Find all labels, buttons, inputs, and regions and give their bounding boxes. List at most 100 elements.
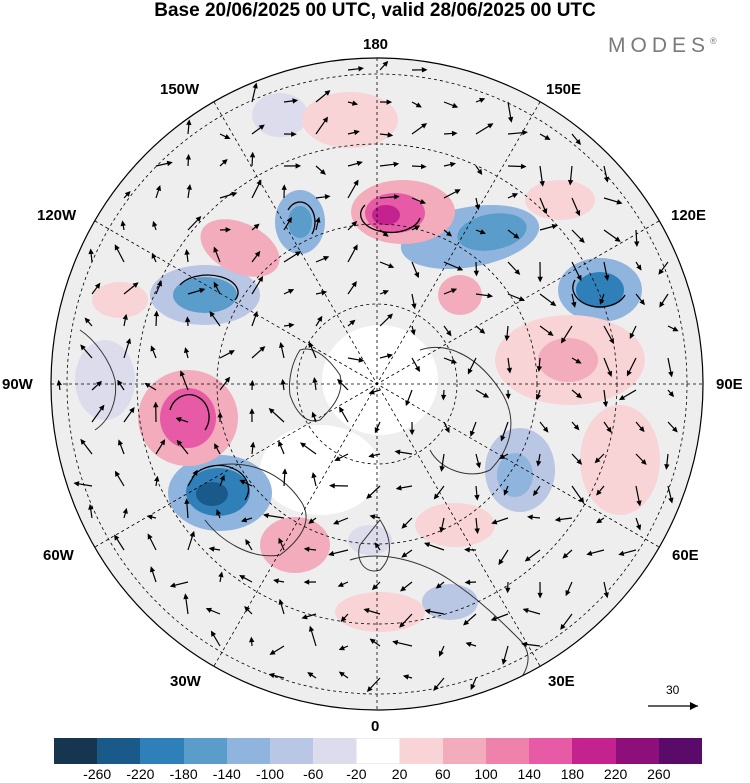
wind-vector-head xyxy=(294,251,302,257)
wind-vector-head xyxy=(562,552,569,559)
wind-vector-head xyxy=(147,533,153,540)
positive-anomaly-4-core xyxy=(538,338,598,382)
wind-vector-head xyxy=(392,639,399,646)
wind-vector-head xyxy=(250,441,256,448)
wind-vector-head xyxy=(446,230,453,237)
wind-vector-head xyxy=(214,443,220,450)
wind-vector-head xyxy=(125,337,132,345)
colorbar-tick-label: 220 xyxy=(603,766,628,782)
lon-label-60e: 60E xyxy=(672,547,699,564)
wind-vector-head xyxy=(159,439,166,446)
wind-vector-head xyxy=(454,189,461,195)
wind-vector-head xyxy=(511,193,519,199)
lon-label-90w: 90W xyxy=(2,376,33,393)
wind-vector-head xyxy=(338,671,345,677)
wind-vector-head xyxy=(249,380,255,386)
colorbar-swatch xyxy=(486,738,530,764)
lon-label-0: 0 xyxy=(371,718,380,735)
wind-vector-head xyxy=(602,401,609,408)
wind-vector-head xyxy=(386,353,393,359)
wind-vector-head xyxy=(303,546,310,552)
wind-vector-head xyxy=(308,625,315,632)
wind-vector-head xyxy=(156,280,162,287)
wind-vector-head xyxy=(279,341,285,348)
brand-text: MODES xyxy=(608,34,711,57)
wind-vector-head xyxy=(129,406,135,414)
wind-vector-head xyxy=(311,472,317,479)
wind-vector-head xyxy=(401,522,408,529)
wind-vector-head xyxy=(312,377,318,383)
wind-vector-head xyxy=(315,216,321,223)
wind-vector-head xyxy=(369,514,376,520)
positive-anomaly-2-inner xyxy=(372,205,400,225)
wind-vector-head xyxy=(464,579,471,586)
wind-vector-head xyxy=(324,90,331,96)
wind-vector-head xyxy=(153,310,160,317)
wind-vector-head xyxy=(287,289,295,294)
wind-vector-head xyxy=(118,439,124,446)
wind-vector-head xyxy=(626,370,632,377)
wind-vector-head xyxy=(504,335,510,342)
wind-vector-head xyxy=(554,516,561,523)
wind-vector-head xyxy=(616,199,623,205)
wind-vector-head xyxy=(358,66,364,72)
wind-vector-head xyxy=(421,67,428,73)
wind-vector-head xyxy=(576,458,583,465)
wind-vector-head xyxy=(321,290,328,296)
map-border xyxy=(50,57,704,711)
colorbar-swatch xyxy=(183,738,227,764)
wind-vector-head xyxy=(183,347,190,354)
wind-vector-head xyxy=(273,578,279,584)
wind-vector-head xyxy=(337,378,343,385)
wind-vector-head xyxy=(337,581,344,587)
negative-anomaly-1-core xyxy=(173,277,237,313)
wind-vector-head xyxy=(153,401,159,408)
wind-vector-head xyxy=(213,246,219,253)
circulation-arcs xyxy=(169,201,626,501)
lon-label-30e: 30E xyxy=(548,673,575,690)
wind-vector-head xyxy=(463,619,470,626)
wind-vector-head xyxy=(186,184,192,190)
wind-vector-head xyxy=(339,406,345,413)
wind-vector-head xyxy=(73,481,80,487)
wind-vector-head xyxy=(114,244,120,251)
wind-vector-head xyxy=(334,456,341,461)
wind-vector-head xyxy=(535,393,542,401)
wind-vector-head xyxy=(386,99,393,105)
wind-vector-head xyxy=(382,290,389,295)
colorbar-swatch xyxy=(313,738,357,764)
wind-vectors xyxy=(56,60,679,693)
wind-vector-head xyxy=(387,313,393,320)
wind-vector-head xyxy=(639,299,645,306)
wind-vector-head xyxy=(225,227,232,233)
wind-vector-head xyxy=(269,649,276,655)
wind-vector-head xyxy=(195,216,202,222)
wind-vector-head xyxy=(308,341,314,348)
wind-vector-head xyxy=(658,268,664,275)
wind-vector-head xyxy=(635,524,642,531)
wind-vector-head xyxy=(278,537,284,544)
wind-vector-head xyxy=(114,534,120,541)
wind-vector-head xyxy=(301,614,308,620)
wind-vector-head xyxy=(120,220,126,227)
wind-vector-head xyxy=(393,161,400,168)
wind-vector-head xyxy=(668,371,674,378)
wind-vector-head xyxy=(522,608,529,614)
wind-vector-head xyxy=(353,129,360,136)
wind-vector-head xyxy=(349,319,356,326)
positive-anomaly-12 xyxy=(92,282,148,318)
wind-vector-head xyxy=(278,440,284,447)
wind-vector-head xyxy=(340,616,347,623)
wind-vector-head xyxy=(411,303,417,310)
wind-vector-head xyxy=(258,124,265,130)
wind-vector-head xyxy=(527,514,533,520)
wind-vector-head xyxy=(122,313,128,320)
wind-vector-head xyxy=(547,330,554,337)
wind-vector-head xyxy=(245,538,251,546)
wind-vector-head xyxy=(576,392,583,399)
wind-vector-head xyxy=(505,393,511,400)
wind-vector-head xyxy=(473,270,480,277)
polar-cap xyxy=(322,325,438,435)
wind-vector-head xyxy=(506,367,513,374)
wind-vector-head xyxy=(154,475,160,482)
